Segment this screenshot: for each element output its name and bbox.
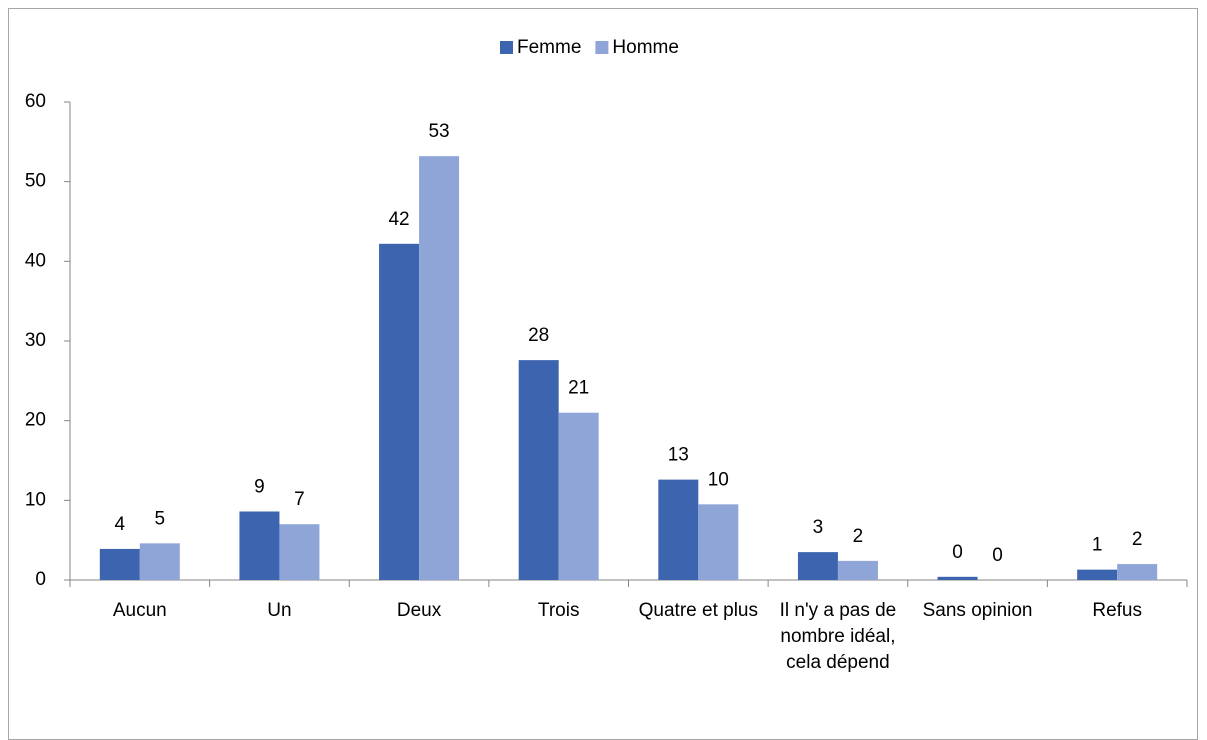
bar [937,576,978,580]
x-tick-label: Sans opinion [922,600,1033,621]
value-label: 42 [388,209,409,230]
bar [518,360,559,580]
bar [1117,564,1158,580]
y-tick-label: 40 [25,250,46,271]
value-label: 5 [155,508,166,529]
y-tick-label: 50 [25,171,46,192]
legend-label: Homme [612,37,679,58]
bar [279,524,320,580]
y-tick-label: 30 [25,330,46,351]
bar [797,552,838,580]
x-tick-label: Refus [1092,600,1142,621]
bar [698,504,739,580]
x-tick-label: Il n'y a pas de nombre idéal, cela dépen… [779,600,897,673]
x-label-box: Il n'y a pas de nombre idéal, cela dépen… [779,600,897,673]
y-tick-label: 0 [35,569,46,590]
x-label-box: Un [267,600,292,621]
x-tick-label: Un [267,600,292,621]
x-label-box: Quatre et plus [638,600,758,621]
value-label: 21 [568,378,589,399]
bar [837,560,878,580]
x-label-box: Sans opinion [922,600,1033,621]
bar [239,511,280,580]
x-tick-label: Aucun [112,600,167,621]
y-tick-label: 10 [25,489,46,510]
chart-frame [8,8,1198,740]
bar [558,412,599,580]
value-label: 2 [1132,529,1143,550]
x-label-box: Aucun [112,600,167,621]
value-label: 13 [668,445,689,466]
bar [419,156,460,580]
x-tick-label: Trois [537,600,580,621]
legend-swatch [500,41,513,54]
x-tick-label: Deux [396,600,442,621]
legend-label: Femme [517,37,581,58]
bar [99,548,140,580]
value-label: 9 [254,477,265,498]
x-label-box: Deux [396,600,442,621]
value-label: 4 [115,514,126,535]
value-label: 1 [1092,535,1103,556]
bar [658,479,699,580]
x-label-box: Trois [537,600,580,621]
value-label: 0 [952,542,963,563]
value-label: 3 [813,517,824,538]
y-tick-label: 60 [25,91,46,112]
y-tick-label: 20 [25,410,46,431]
value-label: 28 [528,325,549,346]
x-tick-label: Quatre et plus [638,600,758,621]
value-label: 53 [428,121,449,142]
bar [1077,569,1118,580]
value-label: 2 [853,526,864,547]
bar [379,243,420,580]
value-label: 0 [992,545,1003,566]
x-label-box: Refus [1092,600,1142,621]
legend-swatch [595,41,609,54]
value-label: 7 [294,489,305,510]
value-label: 10 [708,469,729,490]
bar [139,543,180,580]
